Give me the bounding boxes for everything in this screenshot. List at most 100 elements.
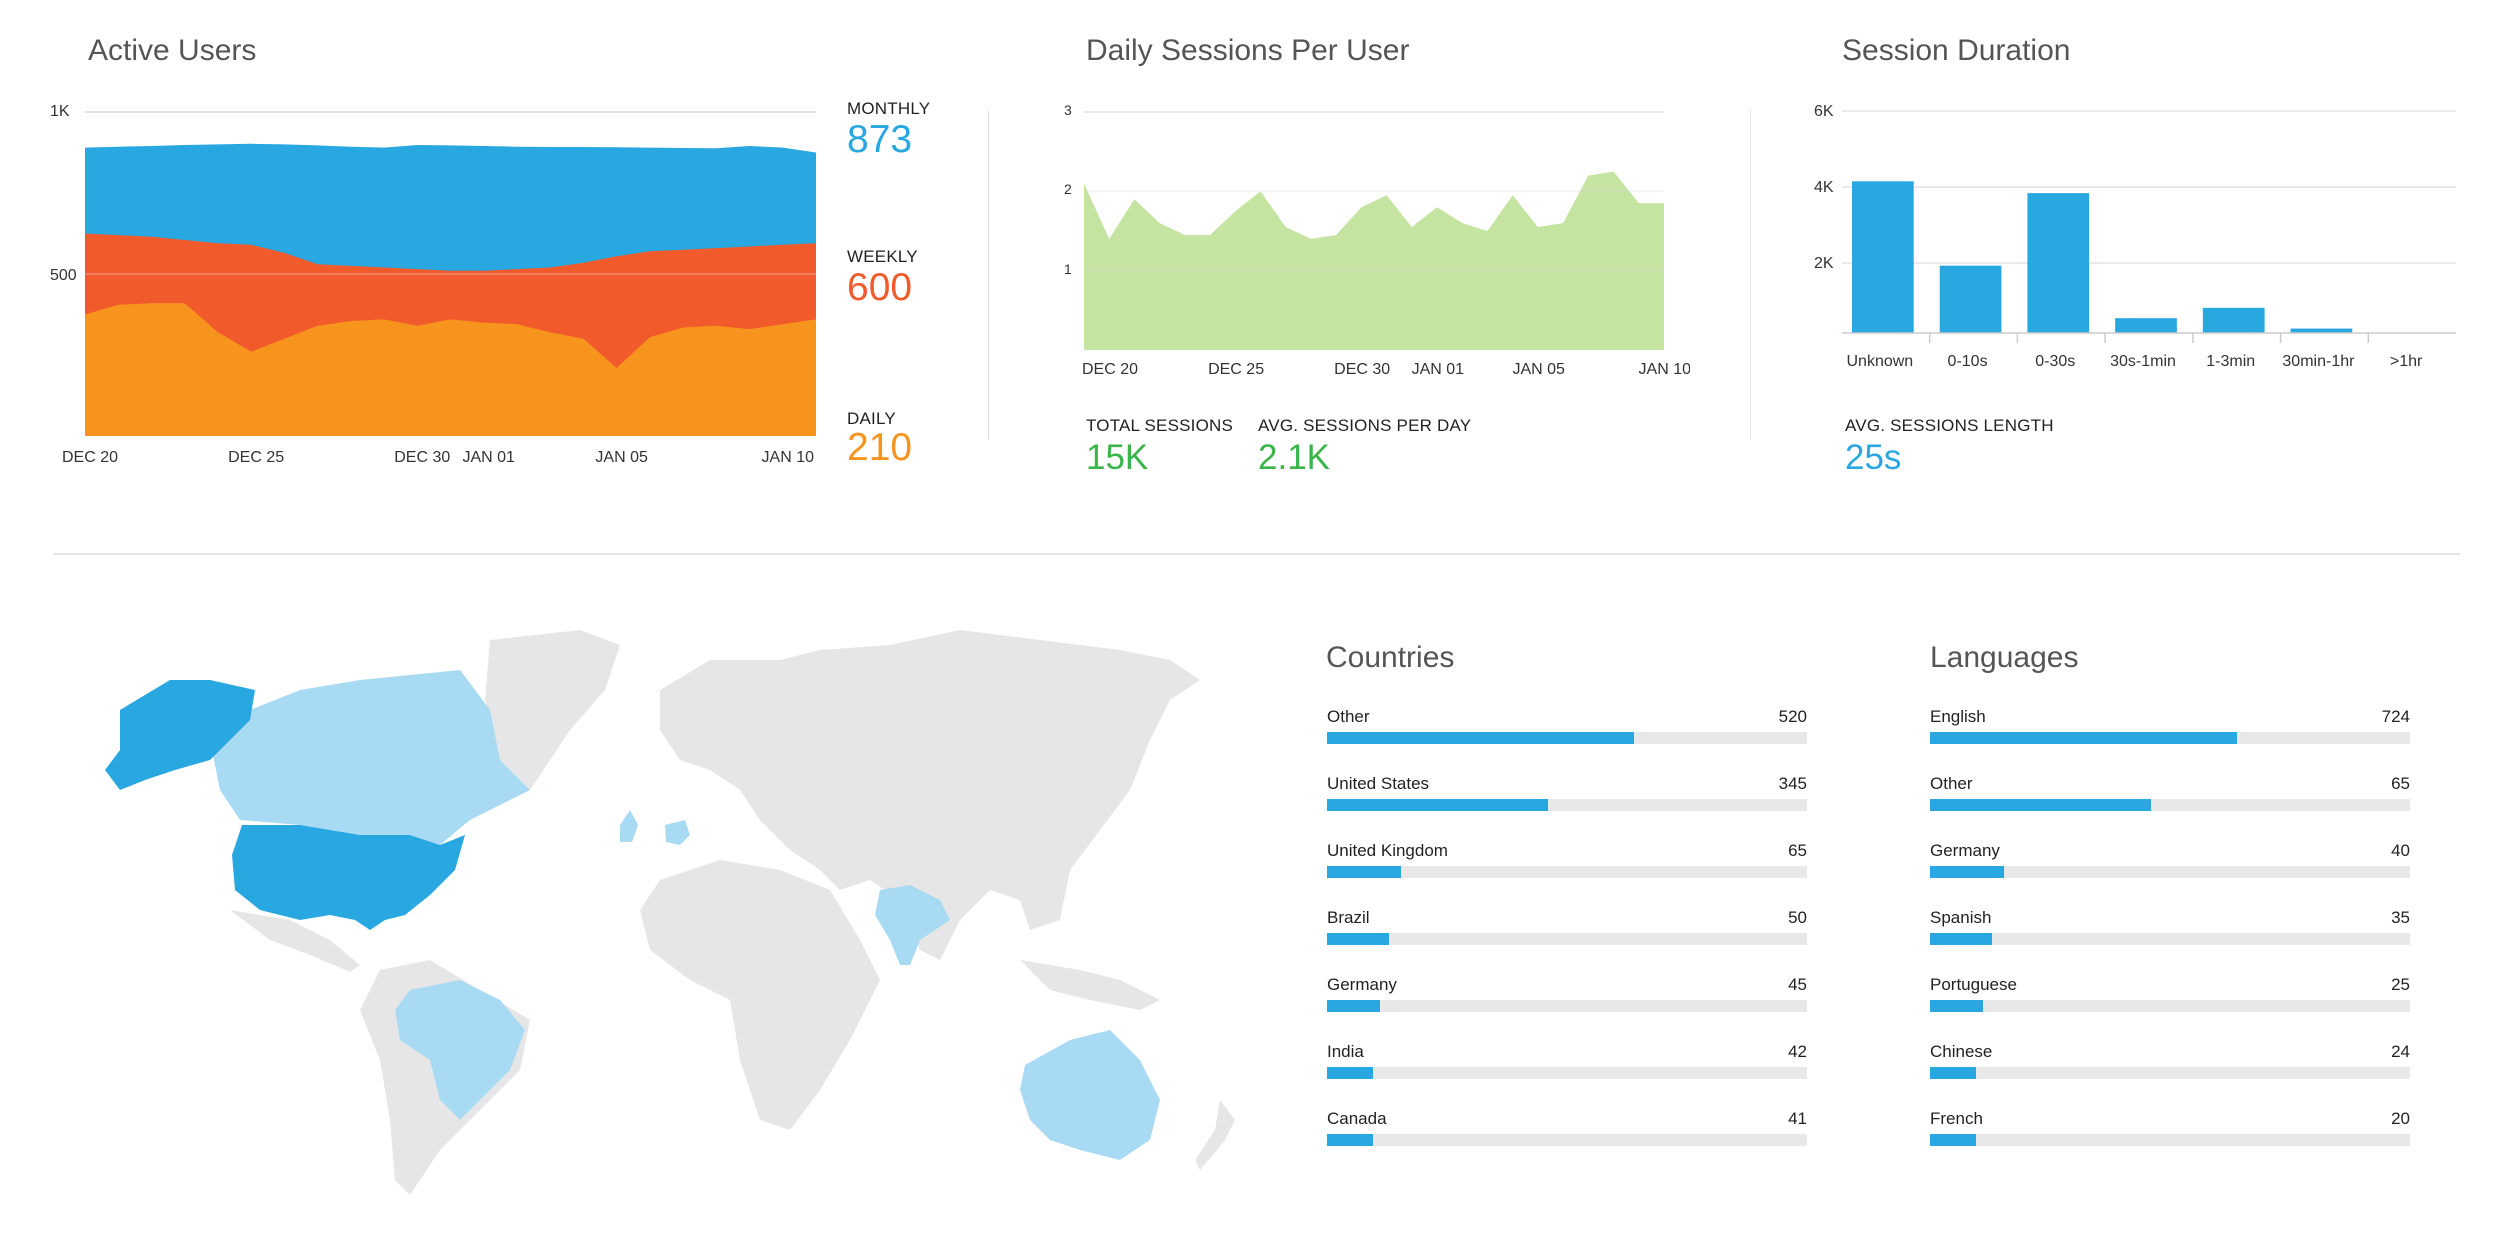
languages-bar-track (1930, 732, 2410, 744)
languages-value: 40 (2391, 841, 2410, 860)
divider (988, 110, 989, 440)
countries-name: Brazil (1327, 908, 1370, 927)
x-tick-label: Unknown (1847, 353, 1914, 370)
countries-name: United Kingdom (1327, 841, 1448, 860)
y-tick-label: 1 (1064, 261, 1072, 277)
germany-shape (665, 820, 690, 845)
x-tick-label: DEC 30 (1334, 361, 1390, 378)
x-tick-label: DEC 25 (1208, 361, 1264, 378)
duration-bar (2290, 328, 2353, 333)
countries-list: Other 520 United States 345 United Kingdom 65… (1327, 707, 1807, 1176)
countries-bar-track (1327, 933, 1807, 945)
session-duration-chart: 6K 4K 2K Unknown 0-10s 0-30s 30s-1min 1-3min… (1814, 103, 2456, 370)
languages-bar-fill (1930, 1000, 1983, 1012)
active-users-title: Active Users (88, 34, 257, 67)
monthly-label: MONTHLY (847, 99, 931, 118)
avg-sessions-value: 2.1K (1258, 438, 1330, 477)
x-tick-label: DEC 20 (62, 449, 118, 466)
languages-row: Other 65 (1930, 774, 2410, 841)
languages-name: Portuguese (1930, 975, 2017, 994)
y-tick-label: 6K (1814, 103, 1834, 120)
section-divider (54, 553, 2460, 555)
languages-bar-track (1930, 1134, 2410, 1146)
x-tick-label: 30s-1min (2110, 353, 2176, 370)
avg-length-value: 25s (1845, 438, 1902, 477)
countries-bar-fill (1327, 866, 1402, 878)
duration-bar (2115, 318, 2177, 333)
countries-value: 50 (1788, 908, 1807, 927)
divider (1750, 110, 1751, 440)
india-shape (875, 885, 950, 965)
languages-value: 65 (2391, 774, 2410, 793)
countries-bar-track (1327, 799, 1807, 811)
x-tick-label: 30min-1hr (2282, 353, 2355, 370)
session-duration-title: Session Duration (1842, 34, 2071, 67)
languages-value: 24 (2391, 1042, 2410, 1061)
brazil-shape (395, 980, 525, 1120)
world-map (105, 630, 1235, 1195)
countries-row: Other 520 (1327, 707, 1807, 774)
countries-bar-fill (1327, 933, 1390, 945)
countries-name: India (1327, 1042, 1364, 1061)
languages-bar-fill (1930, 933, 1993, 945)
languages-bar-fill (1930, 1067, 1976, 1079)
australia-shape (1020, 1030, 1160, 1160)
countries-name: Canada (1327, 1109, 1387, 1128)
y-tick-label: 3 (1064, 102, 1072, 118)
canada-shape (210, 670, 530, 845)
daily-label: DAILY (847, 409, 896, 428)
languages-name: Spanish (1930, 908, 1992, 927)
weekly-label: WEEKLY (847, 247, 918, 266)
africa-shape (640, 860, 880, 1130)
y-tick-label: 1K (50, 103, 70, 120)
europe-asia-shape (660, 630, 1200, 960)
countries-name: Other (1327, 707, 1370, 726)
languages-name: Other (1930, 774, 1973, 793)
languages-row: Chinese 24 (1930, 1042, 2410, 1109)
countries-row: United Kingdom 65 (1327, 841, 1807, 908)
countries-value: 42 (1788, 1042, 1807, 1061)
x-tick-label: 1-3min (2206, 353, 2255, 370)
languages-row: Germany 40 (1930, 841, 2410, 908)
x-tick-label: DEC 25 (228, 449, 284, 466)
duration-bar (2202, 307, 2265, 333)
duration-bar (1852, 181, 1914, 333)
daily-sessions-title: Daily Sessions Per User (1086, 34, 1410, 67)
new-zealand-shape (1195, 1100, 1235, 1170)
active-users-series-daily (85, 303, 816, 436)
countries-value: 520 (1778, 707, 1807, 726)
countries-bar-track (1327, 1067, 1807, 1079)
languages-value: 20 (2391, 1109, 2410, 1128)
duration-bar (2027, 193, 2090, 333)
x-tick-label: JAN 01 (462, 449, 515, 466)
duration-bar (1939, 265, 2002, 333)
total-sessions-label: TOTAL SESSIONS (1086, 416, 1234, 435)
countries-bar-fill (1327, 799, 1548, 811)
countries-bar-fill (1327, 1067, 1373, 1079)
greenland-shape (485, 630, 620, 790)
avg-length-label: AVG. SESSIONS LENGTH (1845, 416, 2054, 435)
central-america-shape (230, 910, 360, 972)
countries-value: 41 (1788, 1109, 1807, 1128)
alaska-shape (105, 680, 255, 790)
countries-bar-track (1327, 732, 1807, 744)
x-tick-label: JAN 01 (1412, 361, 1465, 378)
usa-shape (232, 825, 465, 930)
countries-value: 65 (1788, 841, 1807, 860)
weekly-value: 600 (847, 266, 913, 309)
daily-sessions-chart: 3 2 1 DEC 20 DEC 25 DEC 30 JAN 01 JAN 05 JAN … (1064, 102, 1690, 378)
countries-row: Germany 45 (1327, 975, 1807, 1042)
x-tick-label: JAN 10 (762, 449, 815, 466)
total-sessions-value: 15K (1086, 438, 1149, 477)
x-tick-label: JAN 10 (1639, 361, 1690, 378)
languages-value: 25 (2391, 975, 2410, 994)
languages-bar-fill (1930, 799, 2151, 811)
countries-row: United States 345 (1327, 774, 1807, 841)
x-tick-label: JAN 05 (595, 449, 648, 466)
languages-bar-fill (1930, 1134, 1976, 1146)
avg-sessions-label: AVG. SESSIONS PER DAY (1258, 416, 1472, 435)
languages-value: 35 (2391, 908, 2410, 927)
languages-row: English 724 (1930, 707, 2410, 774)
countries-bar-track (1327, 1000, 1807, 1012)
countries-bar-fill (1327, 732, 1635, 744)
